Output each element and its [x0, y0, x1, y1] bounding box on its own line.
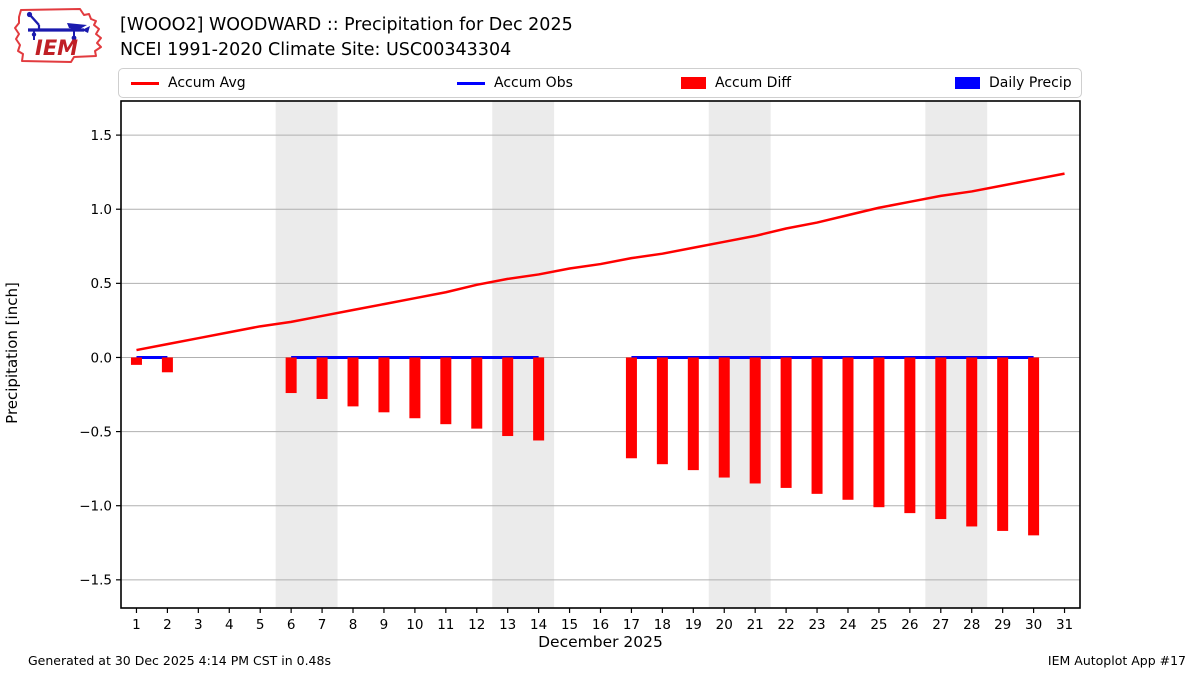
- x-tick-label: 13: [499, 617, 516, 633]
- x-tick-label: 12: [468, 617, 485, 633]
- chart-title: [WOOO2] WOODWARD :: Precipitation for De…: [120, 15, 573, 35]
- y-tick-label: −1.0: [79, 499, 112, 515]
- accum-avg-line-swatch-icon: [131, 81, 159, 85]
- x-tick-label: 9: [380, 617, 389, 633]
- x-tick-label: 7: [318, 617, 327, 633]
- x-tick-label: 3: [194, 617, 203, 633]
- weekend-band: [492, 101, 555, 608]
- legend-label: Daily Precip: [989, 75, 1072, 91]
- accum-diff-bar: [749, 357, 761, 484]
- accum-diff-bar: [656, 357, 668, 465]
- accum-diff-bar: [718, 357, 730, 478]
- legend-label: Accum Avg: [168, 75, 246, 91]
- y-tick-label: −1.5: [79, 573, 112, 589]
- accum-diff-bar: [811, 357, 823, 494]
- y-axis-label: Precipitation [inch]: [3, 282, 21, 424]
- accum-diff-bar: [935, 357, 947, 520]
- x-tick-label: 4: [225, 617, 234, 633]
- iem-logo-text: IEM: [35, 36, 78, 60]
- accum-diff-bar: [533, 357, 545, 441]
- legend-label: Accum Diff: [715, 75, 792, 91]
- legend-item-daily-precip: Daily Precip: [955, 69, 1072, 97]
- accum-diff-bar: [285, 357, 297, 394]
- accum-diff-bar: [1028, 357, 1040, 536]
- accum-diff-bar: [997, 357, 1009, 531]
- accum-diff-bar: [625, 357, 637, 459]
- x-tick-label: 2: [163, 617, 172, 633]
- x-tick-label: 6: [287, 617, 296, 633]
- y-tick-label: 1.5: [91, 128, 112, 144]
- accum-diff-bar: [378, 357, 390, 413]
- x-tick-label: 23: [808, 617, 825, 633]
- accum-diff-bar: [316, 357, 328, 399]
- accum-diff-bar: [966, 357, 978, 527]
- weekend-band: [708, 101, 771, 608]
- y-tick-label: −0.5: [79, 424, 112, 440]
- x-tick-label: 24: [839, 617, 856, 633]
- x-tick-label: 19: [685, 617, 702, 633]
- accum-diff-bar: [161, 357, 173, 373]
- x-tick-label: 20: [716, 617, 733, 633]
- accum-diff-bar: [904, 357, 916, 514]
- legend: Accum Avg Accum Obs Accum Diff Daily Pre…: [118, 68, 1082, 98]
- chart-subtitle: NCEI 1991-2020 Climate Site: USC00343304: [120, 40, 512, 61]
- accum-diff-bar: [440, 357, 452, 425]
- legend-item-accum-diff: Accum Diff: [681, 69, 791, 97]
- x-tick-label: 22: [778, 617, 795, 633]
- x-tick-label: 10: [406, 617, 423, 633]
- accum-diff-patch-swatch-icon: [681, 77, 706, 89]
- weekend-band: [925, 101, 988, 608]
- legend-label: Accum Obs: [494, 75, 573, 91]
- accum-obs-line-swatch-icon: [457, 81, 485, 85]
- accum-diff-bar: [502, 357, 514, 437]
- accum-avg-line: [136, 172, 1065, 352]
- x-tick-label: 27: [932, 617, 949, 633]
- accum-diff-bar: [780, 357, 792, 488]
- x-tick-label: 30: [1025, 617, 1042, 633]
- x-tick-label: 25: [870, 617, 887, 633]
- x-tick-label: 21: [747, 617, 764, 633]
- x-tick-label: 1: [132, 617, 141, 633]
- y-tick-label: 1.0: [91, 202, 112, 218]
- x-axis-label: December 2025: [538, 633, 663, 651]
- chart-header: [WOOO2] WOODWARD :: Precipitation for De…: [120, 13, 573, 64]
- x-tick-label: 31: [1056, 617, 1073, 633]
- accum-diff-bar: [687, 357, 699, 471]
- accum-diff-bar: [130, 357, 142, 365]
- daily-precip-patch-swatch-icon: [955, 77, 980, 89]
- generated-timestamp: Generated at 30 Dec 2025 4:14 PM CST in …: [28, 653, 331, 668]
- accum-diff-bar: [842, 357, 854, 500]
- app-credit: IEM Autoplot App #17: [1047, 653, 1186, 668]
- x-tick-label: 28: [963, 617, 980, 633]
- x-tick-label: 26: [901, 617, 918, 633]
- accum-diff-bar: [471, 357, 483, 429]
- x-tick-label: 14: [530, 617, 547, 633]
- x-tick-label: 8: [349, 617, 358, 633]
- x-tick-label: 5: [256, 617, 265, 633]
- weathervane-icon: [26, 11, 90, 41]
- accum-diff-bar: [409, 357, 421, 419]
- x-tick-label: 16: [592, 617, 609, 633]
- x-tick-label: 17: [623, 617, 640, 633]
- accum-diff-bar: [347, 357, 359, 407]
- weekend-band: [275, 101, 338, 608]
- x-tick-label: 11: [437, 617, 454, 633]
- iem-logo-icon: IEM: [14, 8, 102, 63]
- legend-item-accum-avg: Accum Avg: [131, 69, 246, 97]
- accum-diff-bar: [873, 357, 885, 508]
- x-tick-label: 15: [561, 617, 578, 633]
- y-tick-label: 0.0: [91, 350, 112, 366]
- x-tick-label: 18: [654, 617, 671, 633]
- legend-item-accum-obs: Accum Obs: [457, 69, 573, 97]
- x-tick-label: 29: [994, 617, 1011, 633]
- y-tick-label: 0.5: [91, 276, 112, 292]
